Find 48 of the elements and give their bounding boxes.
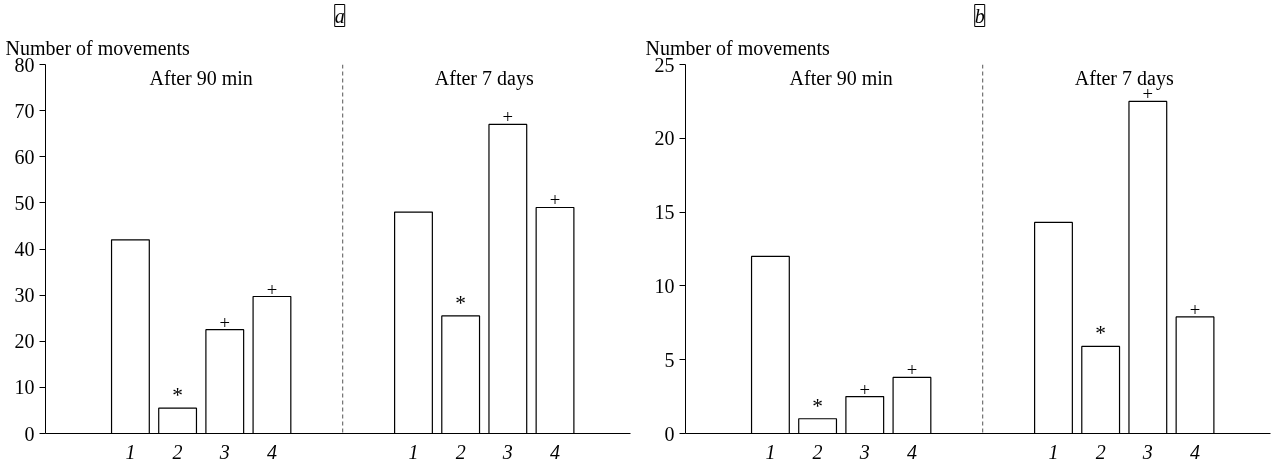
y-tick-label: 5 — [664, 348, 675, 371]
y-tick-label: 10 — [654, 274, 675, 297]
data-label: + — [859, 378, 871, 400]
data-label: + — [219, 311, 231, 333]
x-tick-label: 3 — [1141, 440, 1153, 463]
x-tick-label: 1 — [1048, 440, 1059, 463]
y-tick-label: 30 — [14, 284, 35, 307]
y-tick-label: 10 — [14, 376, 35, 399]
y-tick-label: 20 — [654, 127, 675, 150]
y-axis-title: Number of movements — [5, 36, 191, 59]
chart-title: a — [334, 4, 345, 27]
data-label: + — [906, 359, 918, 381]
y-tick-label: 20 — [14, 330, 35, 353]
y-tick-label: 40 — [14, 238, 35, 260]
data-label: * — [172, 383, 183, 408]
y-tick-label: 0 — [24, 422, 35, 445]
y-tick-label: 60 — [14, 145, 35, 168]
x-tick-label: 2 — [455, 440, 466, 463]
annotation: After 90 min — [149, 66, 253, 89]
data-label: * — [812, 393, 823, 418]
annotation: After 7 days — [434, 66, 534, 90]
y-axis-title: Number of movements — [645, 36, 831, 59]
x-tick-label: 3 — [218, 440, 230, 463]
data-label: + — [502, 106, 514, 128]
x-tick-label: 1 — [765, 440, 776, 463]
x-tick-label: 2 — [172, 440, 183, 463]
y-tick-label: 70 — [14, 99, 35, 122]
x-tick-label: 4 — [550, 440, 561, 463]
data-label: + — [266, 278, 278, 300]
x-tick-label: 4 — [1190, 440, 1201, 463]
x-tick-label: 3 — [501, 440, 513, 463]
y-tick-label: 0 — [664, 422, 675, 445]
x-tick-label: 4 — [906, 440, 917, 463]
x-tick-label: 1 — [125, 440, 136, 463]
x-tick-label: 3 — [858, 440, 870, 463]
x-tick-label: 2 — [812, 440, 823, 463]
x-tick-label: 2 — [1095, 440, 1106, 463]
data-label: + — [549, 189, 561, 211]
annotation: After 7 days — [1074, 66, 1174, 90]
data-label: * — [1095, 321, 1106, 346]
x-tick-label: 4 — [266, 440, 277, 463]
annotation: After 90 min — [789, 66, 893, 89]
chart-title: b — [974, 4, 985, 27]
y-tick-label: 15 — [654, 201, 675, 224]
data-label: + — [1189, 298, 1201, 320]
data-label: * — [455, 290, 466, 315]
x-tick-label: 1 — [408, 440, 419, 463]
y-tick-label: 50 — [14, 191, 35, 214]
